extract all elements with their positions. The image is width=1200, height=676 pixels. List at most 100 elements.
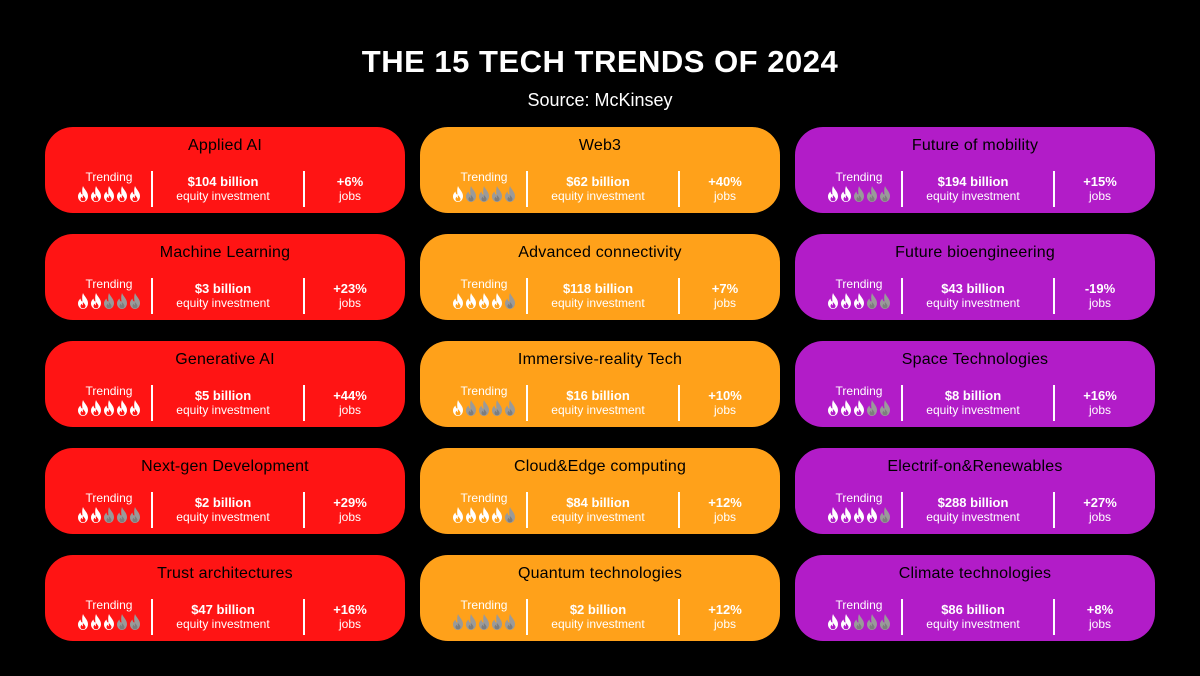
- divider: [678, 492, 680, 528]
- trending-rating: Trending: [67, 385, 151, 416]
- jobs-growth: +16% jobs: [1060, 388, 1140, 417]
- flame-icon-filled: [479, 293, 489, 309]
- jobs-growth: +12% jobs: [685, 495, 765, 524]
- jobs-label: jobs: [1088, 617, 1111, 631]
- flame-icon-filled: [78, 614, 88, 630]
- trend-name: Generative AI: [175, 351, 275, 368]
- flame-icon-empty: [880, 186, 890, 202]
- flame-icon-filled: [91, 293, 101, 309]
- trend-name: Future of mobility: [911, 137, 1039, 154]
- flame-icon-filled: [466, 293, 476, 309]
- trending-label: Trending: [835, 598, 883, 612]
- jobs-value: +23%: [333, 281, 367, 296]
- investment-label: equity investment: [176, 403, 270, 417]
- trend-name: Next-gen Development: [141, 458, 309, 475]
- flame-icon-empty: [505, 400, 515, 416]
- jobs-value: +12%: [708, 495, 742, 510]
- flame-icon-empty: [466, 186, 476, 202]
- jobs-label: jobs: [1088, 189, 1111, 203]
- trend-card: Trust architectures Trending $47 billion eq…: [45, 555, 405, 641]
- trend-card: Quantum technologies Trending $2 billion eq…: [420, 555, 780, 641]
- flame-icon-empty: [466, 614, 476, 630]
- flame-icon-filled: [854, 400, 864, 416]
- trending-rating: Trending: [67, 171, 151, 202]
- investment-value: $5 billion: [194, 388, 252, 403]
- flame-icon-filled: [841, 614, 851, 630]
- divider: [303, 599, 305, 635]
- equity-investment: $8 billion equity investment: [902, 388, 1044, 417]
- trending-rating: Trending: [442, 385, 526, 416]
- investment-value: $118 billion: [562, 281, 634, 296]
- investment-label: equity investment: [926, 296, 1020, 310]
- flame-icon-empty: [117, 293, 127, 309]
- jobs-label: jobs: [713, 189, 736, 203]
- trending-rating: Trending: [442, 599, 526, 630]
- trending-label: Trending: [460, 384, 508, 398]
- flame-icon-empty: [492, 400, 502, 416]
- investment-label: equity investment: [926, 189, 1020, 203]
- jobs-value: +27%: [1083, 495, 1117, 510]
- flame-icon-empty: [867, 400, 877, 416]
- investment-label: equity investment: [926, 403, 1020, 417]
- flame-icon-empty: [867, 293, 877, 309]
- flame-icon-empty: [104, 293, 114, 309]
- jobs-growth: +23% jobs: [310, 281, 390, 310]
- jobs-label: jobs: [338, 617, 361, 631]
- flame-icon-empty: [505, 293, 515, 309]
- equity-investment: $43 billion equity investment: [902, 281, 1044, 310]
- jobs-growth: +6% jobs: [310, 174, 390, 203]
- jobs-growth: +40% jobs: [685, 174, 765, 203]
- flame-rating: [442, 186, 526, 202]
- divider: [678, 278, 680, 314]
- flame-icon-empty: [479, 614, 489, 630]
- trending-rating: Trending: [817, 278, 901, 309]
- flame-rating: [67, 293, 151, 309]
- divider: [1053, 278, 1055, 314]
- trend-card: Next-gen Development Trending $2 billion eq…: [45, 448, 405, 534]
- flame-icon-filled: [78, 293, 88, 309]
- flame-rating: [817, 614, 901, 630]
- trending-rating: Trending: [67, 492, 151, 523]
- jobs-label: jobs: [713, 403, 736, 417]
- flame-icon-filled: [828, 400, 838, 416]
- jobs-growth: +27% jobs: [1060, 495, 1140, 524]
- flame-icon-empty: [505, 186, 515, 202]
- divider: [1053, 599, 1055, 635]
- flame-icon-filled: [104, 186, 114, 202]
- flame-icon-filled: [841, 293, 851, 309]
- flame-icon-empty: [466, 400, 476, 416]
- flame-icon-empty: [854, 186, 864, 202]
- investment-label: equity investment: [551, 617, 645, 631]
- divider: [901, 385, 903, 421]
- investment-value: $194 billion: [937, 174, 1009, 189]
- flame-rating: [442, 614, 526, 630]
- investment-value: $62 billion: [566, 174, 630, 189]
- investment-value: $84 billion: [566, 495, 630, 510]
- trend-name: Space Technologies: [901, 351, 1049, 368]
- flame-icon-empty: [453, 614, 463, 630]
- divider: [303, 492, 305, 528]
- equity-investment: $16 billion equity investment: [527, 388, 669, 417]
- jobs-label: jobs: [713, 296, 736, 310]
- jobs-value: +44%: [333, 388, 367, 403]
- equity-investment: $5 billion equity investment: [152, 388, 294, 417]
- jobs-value: +12%: [708, 602, 742, 617]
- page-title: THE 15 TECH TRENDS OF 2024: [361, 44, 839, 79]
- flame-icon-empty: [104, 507, 114, 523]
- flame-icon-empty: [505, 614, 515, 630]
- flame-icon-filled: [492, 507, 502, 523]
- investment-value: $86 billion: [941, 602, 1005, 617]
- trend-name: Climate technologies: [898, 565, 1052, 582]
- trend-name: Quantum technologies: [517, 565, 683, 582]
- flame-icon-empty: [880, 400, 890, 416]
- investment-label: equity investment: [176, 617, 270, 631]
- flame-icon-filled: [828, 507, 838, 523]
- trend-grid: Applied AI Trending $104 billion equity inv…: [45, 127, 1155, 641]
- trending-rating: Trending: [67, 278, 151, 309]
- trending-rating: Trending: [817, 599, 901, 630]
- trending-label: Trending: [835, 277, 883, 291]
- flame-icon-filled: [854, 507, 864, 523]
- divider: [526, 278, 528, 314]
- trending-rating: Trending: [442, 171, 526, 202]
- divider: [151, 385, 153, 421]
